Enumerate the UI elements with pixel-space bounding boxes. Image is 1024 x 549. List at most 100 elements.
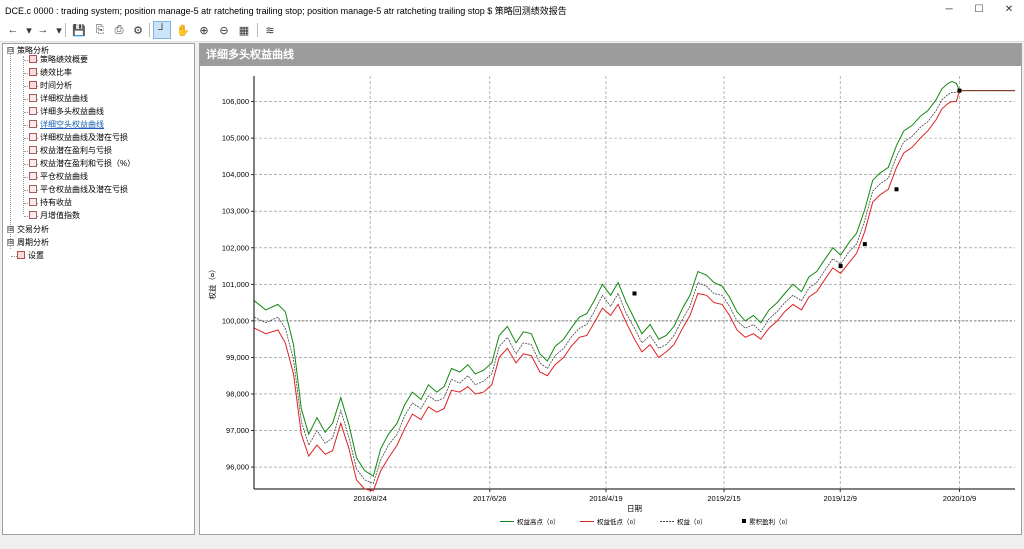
- tree-item-label: 详细权益曲线: [40, 94, 88, 103]
- chart-icon: [29, 120, 37, 128]
- window-title: DCE.c 0000 : trading system; position ma…: [5, 6, 567, 16]
- y-tick-label: 102,000: [222, 243, 249, 252]
- tree-item-equity-curve[interactable]: 详细权益曲线: [29, 93, 88, 105]
- tree-item-label: 持有收益: [40, 198, 72, 207]
- chevron-down-icon[interactable]: ▾: [56, 24, 62, 37]
- tree-item-label: 绩效比率: [40, 68, 72, 77]
- chart-icon: [29, 185, 37, 193]
- expand-icon[interactable]: ⊞: [7, 239, 14, 246]
- tree-item-closed-equity[interactable]: 平仓权益曲线: [29, 171, 88, 183]
- status-bar: [0, 537, 1024, 549]
- cumulative-profit-point: [632, 291, 637, 296]
- minimize-button[interactable]: ─: [945, 3, 953, 15]
- chart-icon: [29, 146, 37, 154]
- back-arrow-icon[interactable]: ←: [7, 24, 19, 36]
- tree-item-label: 设置: [28, 251, 44, 260]
- tree-item-time-analysis[interactable]: 时间分析: [29, 80, 72, 92]
- x-axis-label: 日期: [627, 504, 642, 513]
- chevron-down-icon[interactable]: ▾: [26, 24, 32, 37]
- tree-item-label: 权益潜在盈利与亏损: [40, 146, 112, 155]
- tree-item-label: 详细空头权益曲线: [40, 120, 104, 129]
- zoom-in-icon[interactable]: ⊕: [199, 24, 209, 37]
- copy-icon[interactable]: ⎘: [95, 23, 105, 36]
- collapse-icon[interactable]: ⊟: [7, 47, 14, 54]
- chart-style-icon[interactable]: ≋: [265, 24, 275, 37]
- toolbar-separator: [149, 23, 150, 37]
- table-icon: [29, 55, 37, 63]
- tree-item-label: 详细权益曲线及潜在亏损: [40, 133, 128, 142]
- table-icon: [29, 81, 37, 89]
- x-tick-label: 2018/4/19: [589, 494, 622, 503]
- legend-cumulative-swatch: [742, 519, 746, 523]
- tree-item-monthly-index[interactable]: 月增值指数: [29, 210, 80, 222]
- cumulative-profit-point: [894, 187, 899, 192]
- y-tick-label: 101,000: [222, 280, 249, 289]
- tree-item-label: 平仓权益曲线及潜在亏损: [40, 185, 128, 194]
- tree-item-label: 平仓权益曲线: [40, 172, 88, 181]
- zoom-out-icon[interactable]: ⊖: [219, 24, 229, 37]
- legend-low-label: 权益低点（¤）: [597, 517, 640, 526]
- y-tick-label: 97,000: [226, 426, 249, 435]
- tree-item-potential-pl-pct[interactable]: 权益潜在盈利和亏损（%）: [29, 158, 135, 170]
- chart-icon: [29, 211, 37, 219]
- tree-item-summary[interactable]: 策略绩效概要: [29, 54, 88, 66]
- tree-group-trade-analysis[interactable]: 交易分析: [17, 225, 49, 234]
- chart-icon: [29, 198, 37, 206]
- report-tree: ⊟ 策略分析 策略绩效概要 绩效比率 时间分析 详细权益曲线 详细多头权益曲线 …: [2, 43, 195, 535]
- y-tick-label: 103,000: [222, 207, 249, 216]
- x-tick-label: 2020/10/9: [943, 494, 976, 503]
- tree-group-period-analysis[interactable]: 周期分析: [17, 238, 49, 247]
- tree-item-ratios[interactable]: 绩效比率: [29, 67, 72, 79]
- tree-group-strategy-analysis[interactable]: 策略分析: [17, 46, 49, 55]
- tree-item-potential-pl[interactable]: 权益潜在盈利与亏损: [29, 145, 112, 157]
- y-tick-label: 106,000: [222, 97, 249, 106]
- close-button[interactable]: ✕: [1004, 3, 1014, 15]
- tree-item-equity-drawdown[interactable]: 详细权益曲线及潜在亏损: [29, 132, 128, 144]
- x-tick-label: 2019/12/9: [824, 494, 857, 503]
- forward-arrow-icon[interactable]: →: [37, 24, 49, 36]
- tree-item-short-equity-curve[interactable]: 详细空头权益曲线: [29, 119, 104, 131]
- print-icon[interactable]: ⎙: [114, 23, 124, 36]
- cumulative-profit-point: [957, 88, 962, 93]
- tree-item-holding-return[interactable]: 持有收益: [29, 197, 72, 209]
- tree-item-label: 权益潜在盈利和亏损（%）: [40, 159, 136, 168]
- panel-title: 详细多头权益曲线: [200, 44, 1021, 66]
- crosshair-icon[interactable]: ┘: [153, 21, 171, 39]
- report-panel: 详细多头权益曲线 96,000 97,000 98,000 99,000 100,000…: [199, 43, 1022, 535]
- x-tick-label: 2016/8/24: [353, 494, 386, 503]
- tree-guide-line: [10, 52, 11, 249]
- series-line-high: [254, 80, 1015, 477]
- table-icon: [29, 68, 37, 76]
- toolbar: ← ▾ → ▾ 💾 ⎘ ⎙ ⚙ ┘ ✋ ⊕ ⊖ ▦ ≋: [0, 18, 1024, 42]
- series-line-equity: [254, 90, 1015, 485]
- y-tick-label: 105,000: [222, 134, 249, 143]
- title-bar: DCE.c 0000 : trading system; position ma…: [0, 0, 1024, 18]
- legend-cumulative-label: 累积盈利（¤）: [749, 517, 792, 526]
- save-icon[interactable]: 💾: [72, 24, 86, 37]
- chart-icon: [29, 107, 37, 115]
- y-tick-label: 100,000: [222, 316, 249, 325]
- tree-item-label: 月增值指数: [40, 211, 80, 220]
- y-tick-label: 98,000: [226, 389, 249, 398]
- toolbar-separator: [65, 23, 66, 37]
- tree-item-label: 时间分析: [40, 81, 72, 90]
- x-tick-label: 2017/6/26: [473, 494, 506, 503]
- y-tick-label: 96,000: [226, 463, 249, 472]
- gear-icon[interactable]: ⚙: [133, 24, 143, 37]
- tree-item-closed-equity-drawdown[interactable]: 平仓权益曲线及潜在亏损: [29, 184, 128, 196]
- series-line-low: [254, 90, 1015, 492]
- legend-high-label: 权益高点（¤）: [517, 517, 560, 526]
- hand-pan-icon[interactable]: ✋: [176, 24, 190, 37]
- legend-equity-label: 权益（¤）: [677, 517, 707, 526]
- data-table-icon[interactable]: ▦: [238, 24, 250, 37]
- expand-icon[interactable]: ⊞: [7, 226, 14, 233]
- tree-item-settings[interactable]: 设置: [17, 250, 44, 262]
- y-tick-label: 99,000: [226, 353, 249, 362]
- cumulative-profit-point: [862, 242, 867, 247]
- settings-table-icon: [17, 251, 25, 259]
- equity-chart[interactable]: 96,000 97,000 98,000 99,000 100,000 101,000 10…: [200, 66, 1021, 534]
- tree-item-label: 策略绩效概要: [40, 55, 88, 64]
- chart-icon: [29, 94, 37, 102]
- tree-item-long-equity-curve[interactable]: 详细多头权益曲线: [29, 106, 104, 118]
- maximize-button[interactable]: ☐: [974, 3, 984, 15]
